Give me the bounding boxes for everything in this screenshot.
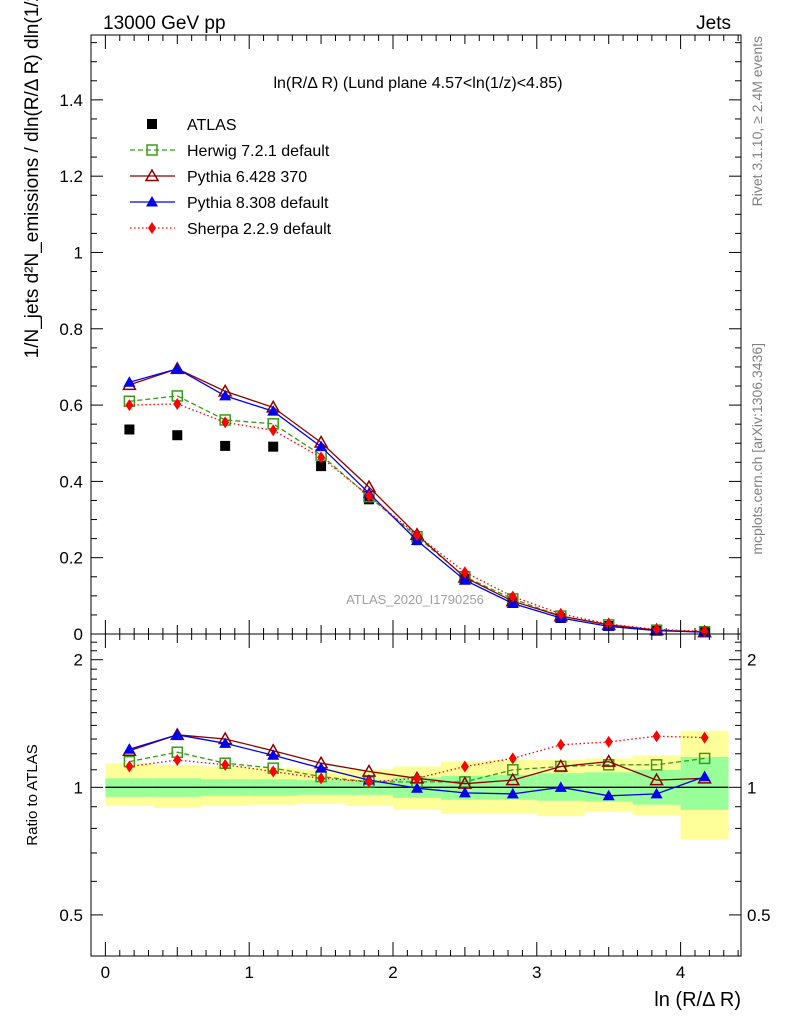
ratio-marker-pythia6 (553, 758, 569, 772)
ratio-marker-pythia8 (123, 743, 136, 754)
ratio-marker-pythia8 (171, 728, 184, 740)
ratio-marker-pythia8 (458, 786, 471, 798)
ratio-marker-pythia8 (411, 782, 424, 793)
header-right: Jets (696, 13, 731, 34)
ratio-marker-sherpa (173, 754, 182, 767)
main-marker-pythia8 (506, 597, 519, 608)
ratio-marker-pythia6 (649, 772, 664, 786)
ratio-marker-pythia8 (267, 749, 280, 760)
x-tick-label: 2 (388, 963, 397, 982)
ratio-marker-pythia8 (219, 737, 232, 748)
main-marker-pythia8 (171, 362, 184, 374)
legend-marker-pythia6 (144, 168, 160, 182)
ratio-marker-herwig (698, 752, 711, 765)
main-y-tick-label: 1.4 (59, 91, 83, 110)
ratio-y-tick-label-right: 1 (747, 778, 756, 797)
ratio-marker-sherpa (269, 765, 278, 778)
legend-marker-herwig (146, 144, 158, 156)
ratio-marker-sherpa (364, 775, 373, 788)
main-y-tick-label: 0.4 (59, 472, 83, 491)
main-marker-pythia8 (219, 389, 232, 401)
main-marker-sherpa (604, 618, 613, 631)
ratio-y-tick-label: 2 (74, 651, 83, 670)
ratio-marker-pythia6 (505, 772, 521, 786)
legend-label-pythia6: Pythia 6.428 370 (187, 169, 307, 186)
ratio-marker-pythia8 (602, 789, 615, 801)
ratio-marker-sherpa (413, 772, 422, 785)
side-label-mcplots: mcplots.cern.ch [arXiv:1306.3436] (749, 343, 765, 555)
main-y-tick-label: 1 (74, 243, 83, 262)
main-marker-atlas (316, 461, 327, 472)
ratio-marker-pythia8 (650, 787, 663, 799)
ratio-marker-sherpa (317, 772, 326, 785)
ratio-marker-pythia8 (315, 762, 328, 773)
ratio-y-tick-label: 1 (74, 778, 83, 797)
ratio-marker-pythia8 (698, 770, 711, 782)
main-panel: ln(R/Δ R) (Lund plane 4.57<ln(1/z)<4.85)… (22, 0, 742, 644)
main-marker-sherpa (269, 424, 278, 437)
main-marker-pythia8 (267, 405, 280, 416)
ratio-marker-pythia6 (601, 754, 616, 767)
main-y-tick-label: 0.2 (59, 549, 83, 568)
ratio-marker-herwig (650, 759, 663, 771)
main-marker-pythia8 (123, 376, 136, 387)
main-marker-pythia8 (315, 440, 328, 452)
ratio-y-tick-label-right: 2 (747, 651, 756, 670)
main-y-tick-label: 0.6 (59, 396, 83, 415)
main-marker-sherpa (221, 416, 230, 429)
main-y-tick-label: 0.8 (59, 320, 83, 339)
ratio-y-axis-label: Ratio to ATLAS (24, 744, 41, 845)
x-tick-label: 0 (101, 963, 110, 982)
legend-label-atlas: ATLAS (187, 117, 237, 134)
main-y-tick-label: 1.2 (59, 167, 83, 186)
main-plot-title: ln(R/Δ R) (Lund plane 4.57<ln(1/z)<4.85) (273, 75, 562, 92)
main-y-axis-label: 1/N_jets d²N_emissions / dln(R/Δ R) dln(… (22, 0, 43, 358)
ratio-marker-pythia8 (506, 787, 519, 799)
x-tick-label: 1 (244, 963, 253, 982)
ratio-marker-sherpa (508, 752, 517, 765)
legend-marker-sherpa (148, 222, 156, 234)
ratio-y-tick-label-right: 0.5 (747, 906, 771, 925)
main-marker-sherpa (508, 590, 517, 603)
legend-label-herwig: Herwig 7.2.1 default (187, 143, 330, 160)
ratio-plot-frame (90, 633, 742, 957)
ratio-panel: Ratio to ATLAS ln (R/Δ R) 0.5 0.5 1 1 2 2 0 1 2 3… (24, 633, 771, 1011)
header-left: 13000 GeV pp (103, 13, 226, 34)
legend-marker-atlas (147, 119, 157, 129)
x-tick-label: 4 (676, 963, 685, 982)
ratio-marker-sherpa (556, 738, 565, 751)
ratio-marker-sherpa (125, 760, 134, 773)
legend: ATLAS Herwig 7.2.1 default Pythia 6.428 37… (130, 117, 332, 238)
main-marker-atlas (220, 440, 231, 451)
legend-label-pythia8: Pythia 8.308 default (187, 195, 329, 212)
main-marker-pythia8 (458, 574, 471, 585)
ratio-marker-sherpa (652, 730, 661, 743)
main-marker-sherpa (652, 623, 661, 636)
x-axis-label: ln (R/Δ R) (654, 989, 741, 1011)
legend-marker-pythia8 (146, 196, 158, 207)
main-marker-sherpa (364, 489, 373, 502)
ratio-marker-pythia8 (554, 781, 567, 792)
main-marker-sherpa (413, 529, 422, 542)
main-marker-sherpa (317, 451, 326, 464)
main-marker-sherpa (125, 399, 134, 412)
ratio-marker-sherpa (460, 760, 469, 773)
ratio-marker-sherpa (700, 731, 709, 744)
main-marker-sherpa (460, 566, 469, 579)
main-marker-sherpa (173, 397, 182, 410)
main-marker-sherpa (556, 607, 565, 620)
side-label-rivet: Rivet 3.1.10, ≥ 2.4M events (749, 36, 765, 206)
x-tick-label: 3 (532, 963, 541, 982)
main-marker-atlas (268, 441, 279, 452)
ratio-y-tick-label: 0.5 (59, 906, 83, 925)
ratio-marker-sherpa (604, 735, 613, 748)
main-marker-atlas (124, 424, 135, 435)
main-y-tick-label: 0 (74, 625, 83, 644)
ratio-marker-sherpa (221, 758, 230, 771)
legend-label-sherpa: Sherpa 2.2.9 default (187, 221, 332, 238)
main-marker-atlas (172, 430, 183, 441)
watermark: ATLAS_2020_I1790256 (346, 592, 484, 607)
